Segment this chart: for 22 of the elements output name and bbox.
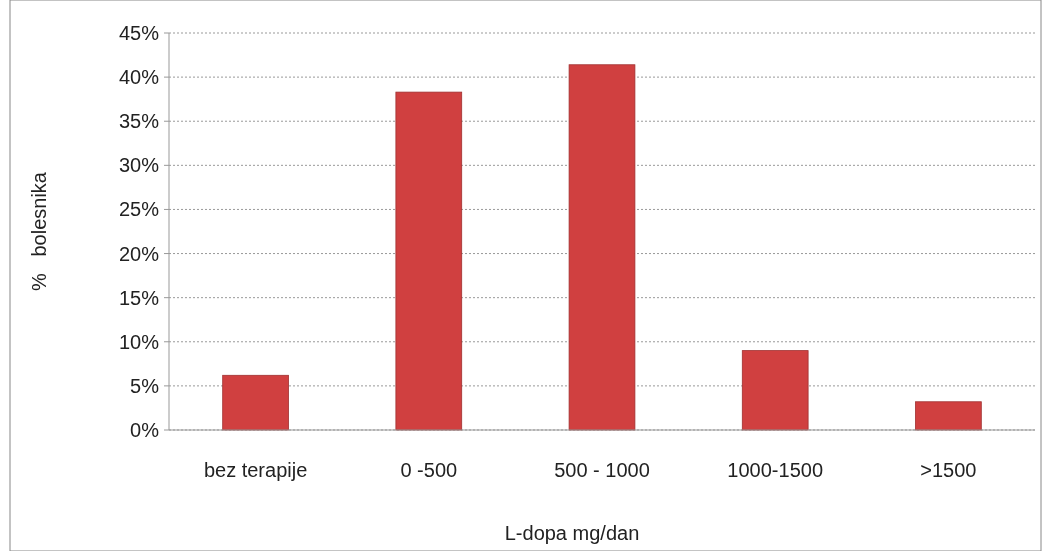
x-tick-label: 500 - 1000	[554, 459, 650, 481]
bar	[741, 350, 809, 431]
x-tick-label: bez terapije	[203, 459, 308, 481]
bar	[222, 374, 289, 431]
y-tick-label: 30%	[118, 154, 160, 177]
x-tick-label: 0 -500	[400, 459, 458, 481]
y-tick-label: 0%	[130, 419, 160, 441]
y-axis-title: % bolesnika	[28, 171, 50, 291]
x-tick-label: 1000-1500	[727, 459, 824, 481]
y-tick-label: 10%	[118, 330, 160, 353]
y-tick-label: 40%	[118, 66, 160, 89]
y-tick-label: 20%	[118, 242, 160, 265]
x-tick-label: >1500	[920, 459, 977, 481]
y-tick-label: 45%	[118, 22, 160, 44]
bar	[568, 64, 636, 431]
bar	[915, 401, 982, 431]
y-tick-label: 5%	[130, 374, 160, 397]
y-tick-label: 25%	[118, 198, 160, 221]
bar	[395, 91, 463, 431]
y-tick-label: 15%	[118, 286, 160, 309]
x-axis-title: L-dopa mg/dan	[504, 522, 640, 544]
y-tick-label: 35%	[118, 110, 160, 133]
